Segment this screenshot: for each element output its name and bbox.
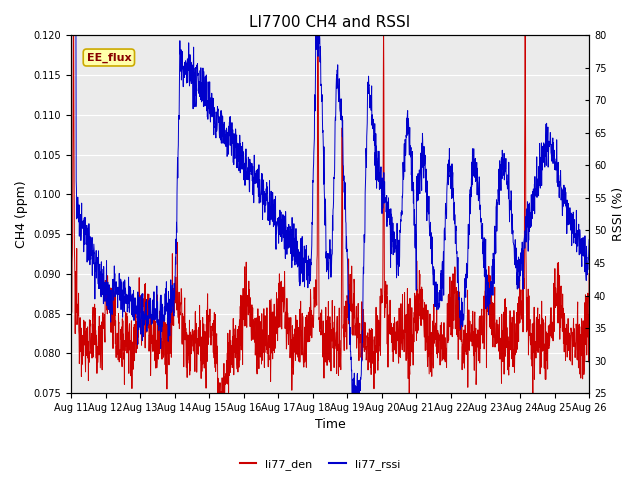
X-axis label: Time: Time [315, 419, 346, 432]
Y-axis label: CH4 (ppm): CH4 (ppm) [15, 180, 28, 248]
Title: LI7700 CH4 and RSSI: LI7700 CH4 and RSSI [250, 15, 411, 30]
Text: EE_flux: EE_flux [86, 52, 131, 63]
Legend: li77_den, li77_rssi: li77_den, li77_rssi [236, 455, 404, 474]
Y-axis label: RSSI (%): RSSI (%) [612, 187, 625, 241]
